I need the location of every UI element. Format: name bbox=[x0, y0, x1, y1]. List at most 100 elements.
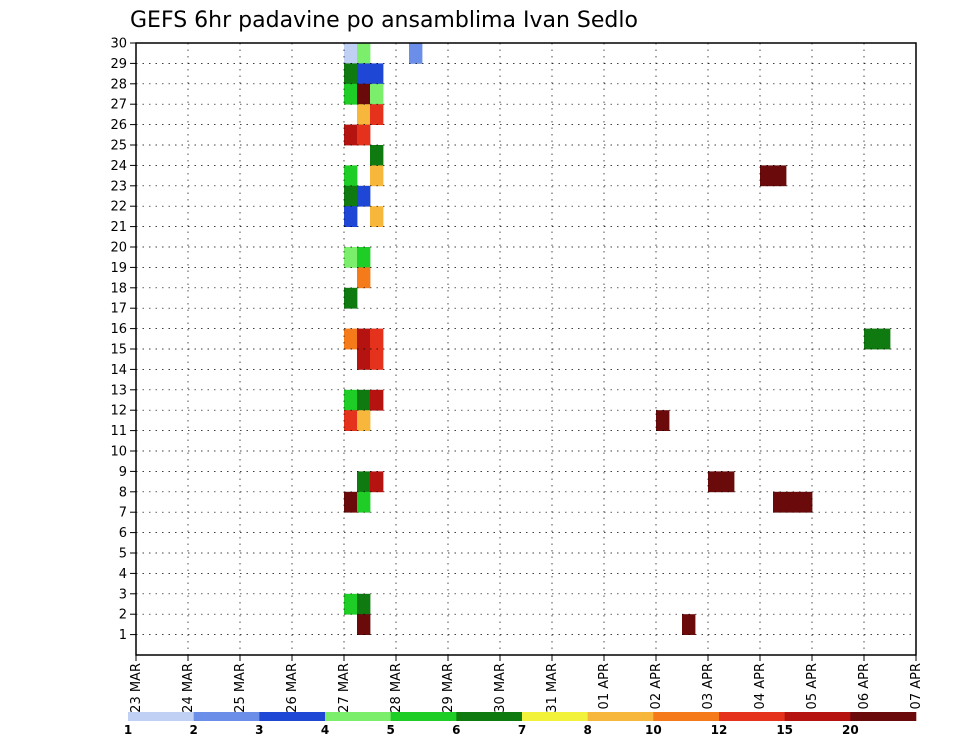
colorbar-segment bbox=[390, 712, 457, 721]
heatmap-cell bbox=[344, 410, 358, 431]
y-tick-label: 4 bbox=[119, 567, 127, 582]
y-tick-label: 21 bbox=[110, 220, 127, 235]
heatmap-cell bbox=[344, 287, 358, 309]
heatmap-cell bbox=[344, 63, 358, 85]
colorbar-label: 1 bbox=[124, 723, 132, 737]
chart-title: GEFS 6hr padavine po ansamblima Ivan Sed… bbox=[130, 8, 638, 33]
y-tick-label: 30 bbox=[110, 37, 127, 52]
colorbar-label: 3 bbox=[255, 723, 263, 737]
heatmap-cell bbox=[357, 491, 371, 513]
y-tick-label: 14 bbox=[110, 363, 127, 378]
heatmap-cell bbox=[370, 63, 384, 85]
y-tick-label: 28 bbox=[110, 77, 127, 92]
y-tick-label: 10 bbox=[110, 445, 127, 460]
heatmap-cell bbox=[344, 247, 358, 268]
heatmap-cell bbox=[370, 389, 384, 411]
x-tick-label: 27 MAR bbox=[337, 663, 352, 713]
heatmap-cell bbox=[344, 328, 358, 350]
colorbar-segment bbox=[259, 712, 326, 721]
heatmap-cell bbox=[370, 471, 384, 493]
grid-lines bbox=[136, 43, 916, 655]
heatmap-cell bbox=[357, 43, 371, 64]
colorbar-segment bbox=[850, 712, 917, 721]
heatmap-cell bbox=[409, 43, 423, 64]
y-tick-label: 1 bbox=[119, 628, 127, 643]
y-tick-label: 26 bbox=[110, 118, 127, 133]
heatmap-cell bbox=[370, 104, 384, 125]
x-tick-label: 05 APR bbox=[805, 663, 820, 709]
y-tick-label: 9 bbox=[119, 465, 127, 480]
heatmap-cell bbox=[344, 185, 358, 207]
y-tick-label: 19 bbox=[110, 261, 127, 276]
colorbar-segment bbox=[784, 712, 851, 721]
colorbar-label: 2 bbox=[189, 723, 197, 737]
x-tick-label: 06 APR bbox=[857, 663, 872, 709]
colorbar-segment bbox=[587, 712, 654, 721]
heatmap-cell bbox=[773, 491, 787, 513]
y-tick-label: 27 bbox=[110, 98, 127, 113]
heatmap-cell bbox=[357, 63, 371, 85]
colorbar-label: 8 bbox=[583, 723, 591, 737]
y-tick-label: 29 bbox=[110, 57, 127, 72]
heatmap-cell bbox=[786, 491, 800, 513]
colorbar-segment bbox=[719, 712, 785, 721]
x-tick-label: 24 MAR bbox=[181, 663, 196, 713]
colorbar-label: 20 bbox=[842, 723, 859, 737]
x-tick-label: 26 MAR bbox=[285, 663, 300, 713]
heatmap-cell bbox=[344, 206, 358, 227]
x-axis: 23 MAR 24 MAR 25 MAR 26 MAR 27 MAR 28 MAR 29 M… bbox=[129, 655, 924, 713]
x-tick-label: 31 MAR bbox=[545, 663, 560, 713]
x-tick-label: 29 MAR bbox=[441, 663, 456, 713]
y-tick-label: 15 bbox=[110, 343, 127, 358]
y-tick-label: 16 bbox=[110, 322, 127, 337]
heatmap-cell bbox=[357, 104, 371, 125]
heatmap-cell bbox=[344, 43, 358, 64]
x-tick-label: 04 APR bbox=[753, 663, 768, 709]
heatmap-cell bbox=[357, 83, 371, 105]
y-tick-label: 6 bbox=[119, 526, 127, 541]
colorbar-label: 6 bbox=[452, 723, 460, 737]
heatmap-cell bbox=[357, 328, 371, 350]
y-tick-label: 11 bbox=[110, 424, 127, 439]
heatmap-cell bbox=[344, 83, 358, 105]
colorbar-label: 12 bbox=[711, 723, 728, 737]
heatmap-cell bbox=[877, 328, 891, 350]
heatmap-cell bbox=[357, 593, 371, 615]
heatmap-cell bbox=[864, 328, 878, 350]
heatmap-cell bbox=[357, 471, 371, 493]
x-tick-label: 03 APR bbox=[701, 663, 716, 709]
heatmap-cell bbox=[370, 206, 384, 227]
y-tick-label: 13 bbox=[110, 383, 127, 398]
heatmap-cell bbox=[656, 410, 670, 431]
heatmap-cell bbox=[721, 471, 735, 493]
heatmap-cell bbox=[370, 83, 384, 105]
y-tick-label: 7 bbox=[119, 506, 127, 521]
x-tick-label: 07 APR bbox=[909, 663, 924, 709]
heatmap-cell bbox=[370, 349, 384, 370]
colorbar-label: 5 bbox=[386, 723, 394, 737]
y-tick-label: 23 bbox=[110, 179, 127, 194]
y-tick-label: 24 bbox=[110, 159, 127, 174]
heatmap-cell bbox=[357, 267, 371, 289]
y-tick-label: 2 bbox=[119, 608, 127, 623]
y-tick-label: 20 bbox=[110, 241, 127, 256]
y-tick-label: 12 bbox=[110, 404, 127, 419]
x-tick-label: 01 APR bbox=[597, 663, 612, 709]
colorbar-segment bbox=[128, 712, 194, 721]
y-tick-label: 25 bbox=[110, 139, 127, 154]
colorbar-segment bbox=[325, 712, 391, 721]
heatmap-cell bbox=[344, 593, 358, 615]
heatmap-cell bbox=[357, 389, 371, 411]
colorbar-segment bbox=[456, 712, 523, 721]
y-tick-label: 8 bbox=[119, 485, 127, 500]
colorbar-segment bbox=[193, 712, 260, 721]
heatmap-cell bbox=[357, 247, 371, 268]
colorbar-label: 15 bbox=[776, 723, 793, 737]
colorbar-segment bbox=[653, 712, 720, 721]
heatmap-cell bbox=[344, 124, 358, 146]
colorbar-label: 4 bbox=[321, 723, 329, 737]
heatmap-cell bbox=[708, 471, 722, 493]
heatmap-cell bbox=[370, 165, 384, 187]
y-tick-label: 22 bbox=[110, 200, 127, 215]
